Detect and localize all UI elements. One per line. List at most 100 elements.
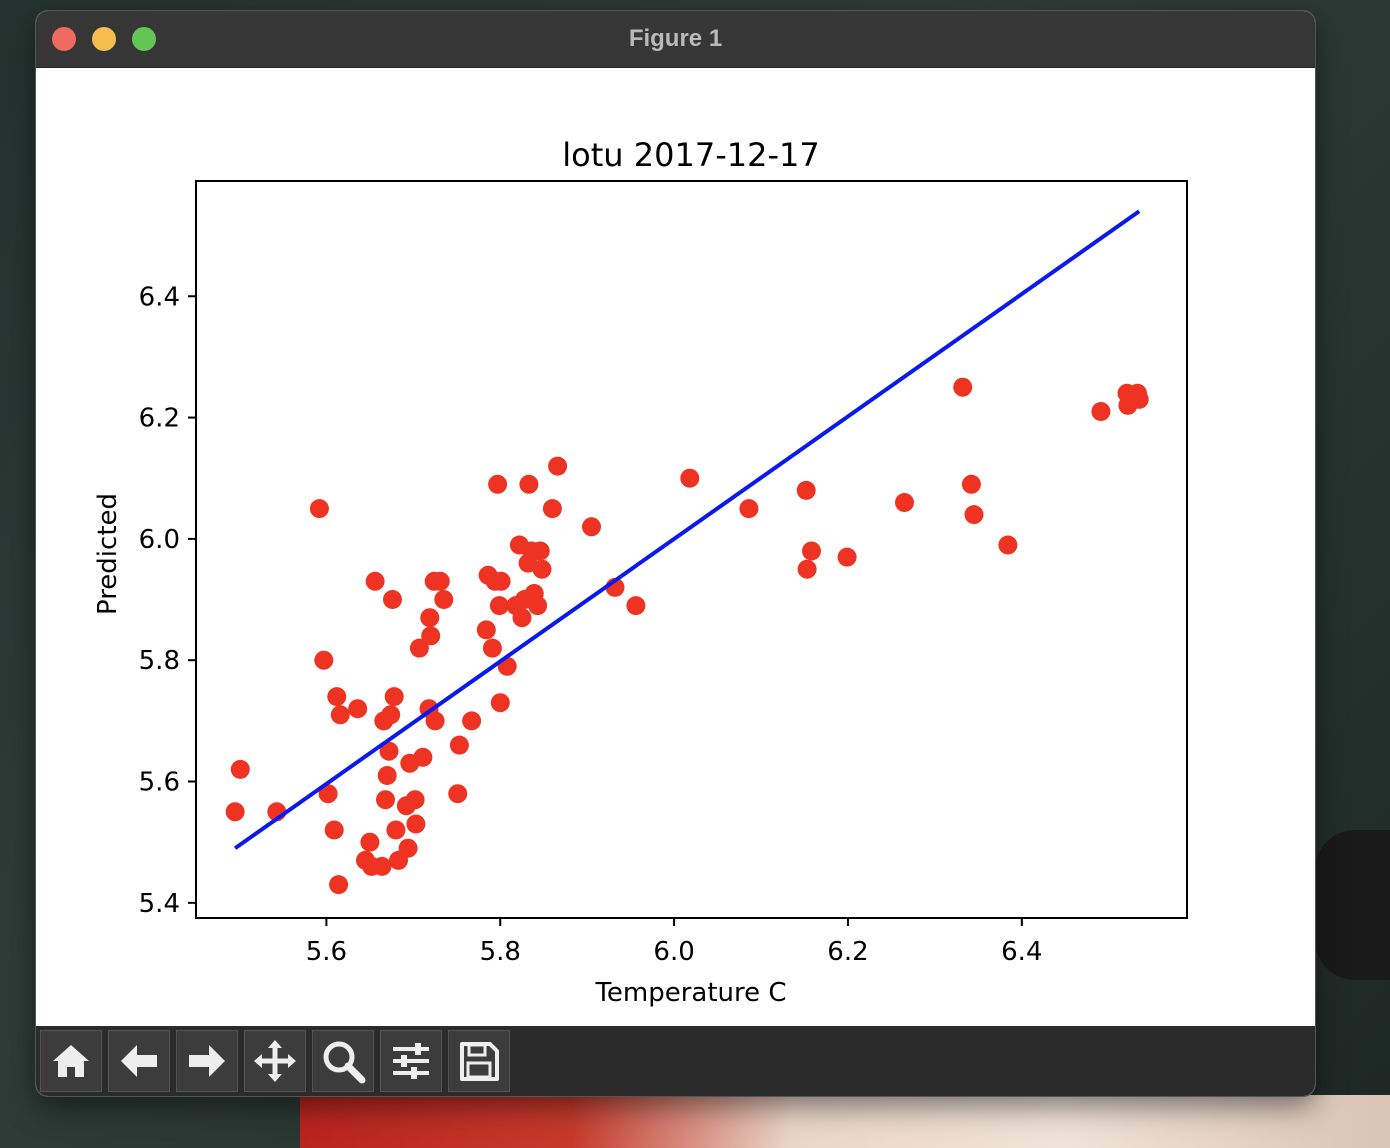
data-point — [377, 766, 397, 785]
data-point — [405, 790, 425, 810]
close-window-button[interactable] — [52, 27, 76, 51]
y-axis-label: Predicted — [93, 493, 123, 615]
data-point — [376, 790, 395, 810]
ticks-layer: 5.6 5.8 6.0 6.2 6.4 5.4 5.6 5.8 6.0 6.2 6.4 — [139, 282, 1043, 967]
data-point — [489, 596, 509, 616]
data-point — [953, 377, 973, 397]
data-point — [318, 784, 338, 804]
forward-button[interactable] — [176, 1030, 238, 1092]
sliders-icon — [393, 1043, 429, 1079]
data-point — [802, 541, 821, 561]
fit-line-layer — [233, 209, 1141, 850]
data-point — [626, 596, 646, 616]
data-point — [530, 541, 550, 561]
x-tick-label: 6.0 — [653, 937, 694, 967]
navigation-toolbar — [36, 1026, 1315, 1096]
data-point — [490, 693, 510, 713]
title-bar[interactable]: Figure 1 — [36, 11, 1315, 68]
data-point — [383, 590, 402, 609]
data-point — [413, 747, 433, 767]
window-title: Figure 1 — [628, 25, 723, 52]
y-tick-label: 6.4 — [139, 282, 180, 312]
data-point — [519, 474, 539, 494]
data-point — [582, 517, 601, 537]
data-point — [837, 547, 857, 567]
figure-canvas[interactable]: lotu 2017-12-17 Temperature C Predicted … — [36, 68, 1315, 1026]
maximize-window-button[interactable] — [132, 27, 156, 51]
data-point — [225, 802, 245, 822]
data-point — [421, 626, 441, 646]
desktop-background-shape — [1315, 830, 1390, 980]
data-point — [998, 535, 1018, 555]
data-point — [327, 687, 347, 707]
data-point — [796, 480, 816, 500]
data-point — [462, 711, 482, 731]
x-tick-label: 6.4 — [1001, 937, 1042, 967]
data-point — [398, 838, 418, 858]
minimize-window-button[interactable] — [92, 27, 116, 51]
data-point — [324, 820, 344, 840]
data-point — [384, 687, 404, 707]
data-point — [548, 456, 568, 476]
y-tick-label: 5.8 — [139, 646, 180, 676]
data-point — [406, 814, 426, 834]
data-point — [379, 741, 399, 761]
data-point — [348, 699, 368, 719]
floppy-disk-icon — [460, 1042, 499, 1081]
data-point — [314, 650, 334, 670]
data-point — [329, 875, 349, 895]
data-point — [680, 468, 700, 488]
save-button[interactable] — [448, 1030, 510, 1092]
desktop-background — [300, 1095, 1390, 1148]
data-point — [425, 711, 445, 731]
data-point — [430, 571, 450, 591]
data-point — [434, 590, 454, 609]
scatter-chart: lotu 2017-12-17 Temperature C Predicted … — [93, 136, 1188, 1008]
data-point — [365, 571, 385, 591]
data-point — [476, 620, 496, 640]
x-tick-label: 5.6 — [306, 937, 347, 967]
data-point — [491, 571, 511, 591]
zoom-button[interactable] — [312, 1030, 374, 1092]
x-tick-label: 5.8 — [480, 937, 521, 967]
data-point — [1129, 389, 1149, 409]
points-layer — [225, 377, 1149, 895]
data-point — [542, 499, 562, 519]
data-point — [797, 559, 817, 579]
data-point — [739, 499, 759, 519]
data-point — [895, 493, 914, 512]
data-point — [488, 474, 508, 494]
data-point — [448, 784, 468, 804]
pan-button[interactable] — [244, 1030, 306, 1092]
data-point — [449, 735, 469, 755]
data-point — [482, 638, 502, 658]
fit-line — [233, 209, 1141, 850]
y-tick-label: 5.4 — [139, 889, 180, 919]
home-icon — [53, 1045, 89, 1077]
magnifier-icon — [323, 1041, 366, 1084]
home-button[interactable] — [40, 1030, 102, 1092]
figure-window: Figure 1 lotu 2017-12-17 Temperature C P… — [36, 11, 1315, 1096]
data-point — [372, 856, 392, 876]
data-point — [528, 596, 548, 616]
move-icon — [254, 1040, 296, 1082]
data-point — [330, 705, 350, 725]
x-axis-label: Temperature C — [594, 978, 786, 1008]
y-tick-label: 6.2 — [139, 404, 180, 434]
data-point — [309, 499, 329, 519]
data-point — [532, 559, 552, 579]
y-tick-label: 6.0 — [139, 525, 180, 555]
plot-area-frame — [195, 180, 1188, 919]
y-tick-label: 5.6 — [139, 768, 180, 798]
data-point — [381, 705, 401, 725]
data-point — [420, 608, 440, 628]
chart-title: lotu 2017-12-17 — [562, 136, 819, 174]
data-point — [386, 820, 406, 840]
data-point — [964, 505, 984, 525]
back-button[interactable] — [108, 1030, 170, 1092]
data-point — [1091, 402, 1111, 421]
configure-subplots-button[interactable] — [380, 1030, 442, 1092]
data-point — [512, 608, 532, 628]
data-point — [409, 638, 429, 658]
data-point — [961, 474, 981, 494]
